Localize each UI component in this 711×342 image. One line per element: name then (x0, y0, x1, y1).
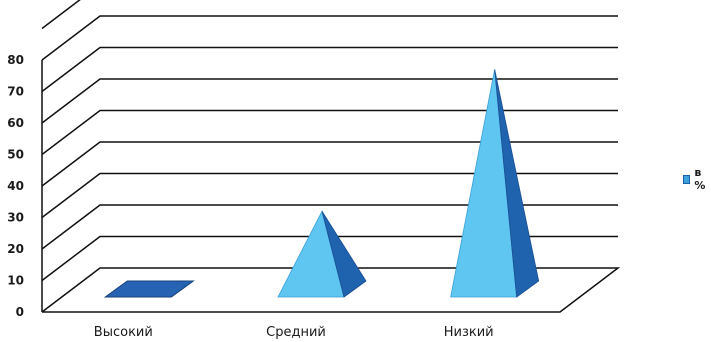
pyramid-side-face (321, 210, 367, 298)
gridline (41, 15, 618, 61)
gridline (41, 0, 81, 30)
x-category-label: Средний (266, 325, 326, 340)
gridline (41, 235, 618, 282)
pyramid-base (103, 280, 195, 298)
gridline (41, 141, 618, 187)
x-axis-category-labels: Высокий Средний Низкий (94, 325, 494, 340)
x-category-label: Низкий (444, 325, 494, 340)
pyramid-mark (103, 280, 195, 298)
pyramid-side-face (494, 69, 540, 298)
chart-floor (41, 267, 621, 313)
y-tick-label: 20 (7, 242, 24, 256)
gridline (41, 78, 618, 124)
legend-label: в % (694, 166, 706, 192)
gridline (41, 172, 618, 219)
x-category-label: Высокий (94, 325, 153, 340)
y-tick-label: 50 (7, 148, 24, 162)
y-tick-label: 0 (16, 305, 24, 319)
y-tick-label: 60 (7, 116, 24, 130)
gridline (41, 46, 618, 93)
legend-swatch (683, 174, 691, 184)
pyramid-mark (450, 69, 540, 298)
chart-axes (41, 60, 621, 313)
y-tick-label: 10 (7, 274, 24, 288)
pyramid-mark (277, 210, 367, 298)
y-axis-tick-labels: 0 10 20 30 40 50 60 70 80 (7, 53, 24, 319)
y-tick-label: 30 (7, 211, 24, 225)
y-tick-label: 70 (7, 85, 24, 99)
legend: в % (683, 166, 711, 192)
gridline (41, 204, 618, 250)
chart-gridlines (41, 0, 618, 282)
y-tick-label: 40 (7, 179, 24, 193)
y-tick-label: 80 (7, 53, 24, 67)
gridline (41, 109, 618, 156)
chart-marks (103, 69, 540, 298)
